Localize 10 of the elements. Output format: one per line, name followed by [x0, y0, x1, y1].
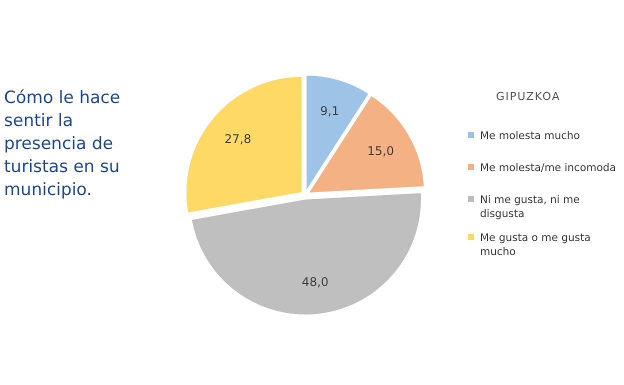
legend-label: Ni me gusta, ni me disgusta [480, 194, 580, 220]
data-label: 27,8 [224, 132, 252, 146]
text: Cómo le hace sentir la presencia de turistas en su municipio. [4, 88, 120, 200]
data-label: 15,0 [367, 144, 394, 158]
legend-title: GIPUZKOA [496, 90, 560, 103]
legend-label: Me gusta o me gusta mucho [480, 232, 591, 258]
data-label: 9,1 [320, 104, 340, 118]
data-label: 48,0 [302, 275, 329, 290]
legend-label: Me molesta mucho [480, 130, 580, 142]
legend-label: Me molesta/me incomoda [480, 162, 616, 174]
